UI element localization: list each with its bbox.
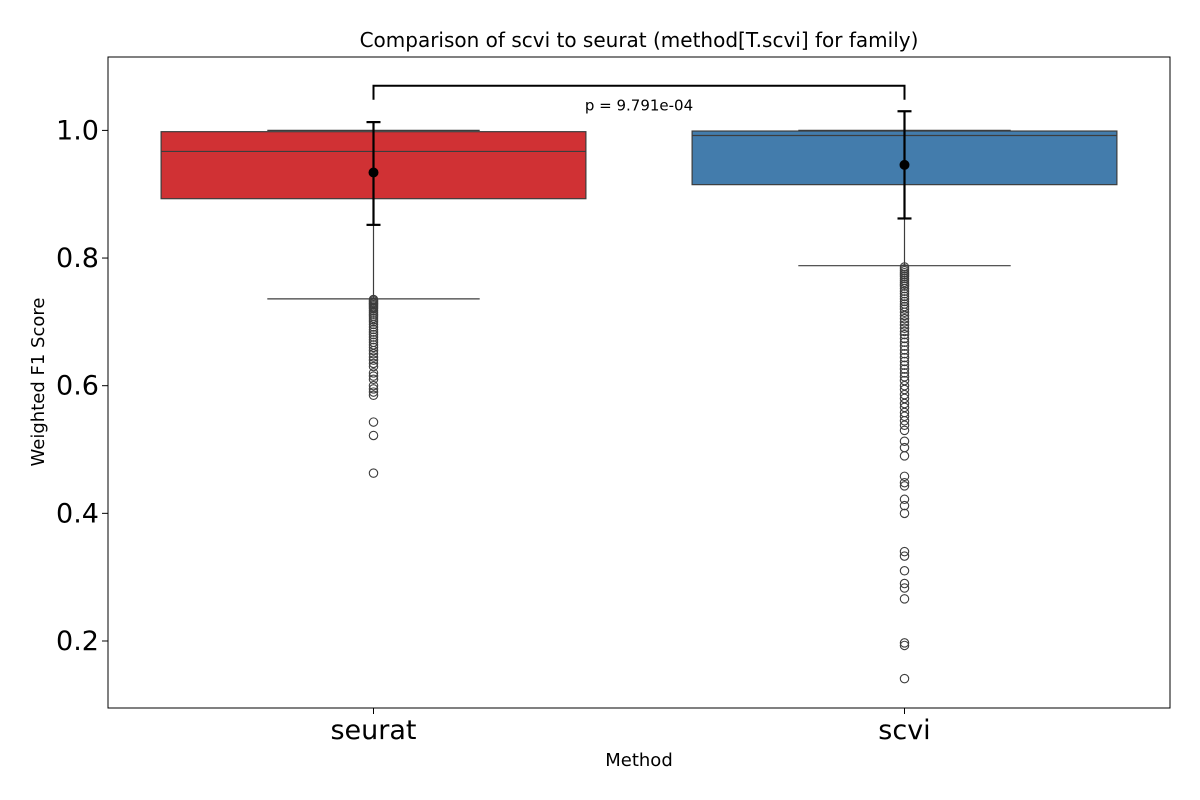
outlier-point [899,281,910,291]
outlier-point [368,387,379,397]
outlier-point [899,291,910,302]
outlier-point [899,294,910,304]
mean-point [368,167,379,178]
outlier-point [899,317,910,327]
outlier-point [899,313,910,324]
outlier-point [899,320,910,330]
outlier-point [899,551,910,561]
y-tick-label: 0.6 [56,371,99,402]
outlier-point [899,436,910,446]
outlier-point [899,673,910,684]
x-tick-label: seurat [330,715,416,746]
outlier-point [368,322,379,332]
outlier-point [899,640,910,651]
outlier-point [368,361,379,372]
outlier-point [899,356,910,367]
outlier-point [899,296,910,307]
chart-title: Comparison of scvi to seurat (method[T.s… [360,28,919,52]
outlier-point [368,358,379,369]
y-axis-label: Weighted F1 Score [28,298,49,467]
outlier-point [368,390,379,401]
outlier-point [368,468,379,478]
outlier-point [899,364,910,374]
outlier-point [899,310,910,321]
outlier-point [368,417,379,427]
outlier-point [899,578,910,589]
outlier-point [368,368,379,378]
outlier-point [368,352,379,362]
outlier-point [899,420,910,431]
y-tick-label: 0.8 [56,243,99,274]
plot-area [160,110,1118,684]
outlier-point [899,494,910,505]
outlier-point [368,355,379,365]
outlier-point [899,333,910,344]
outlier-point [899,337,910,348]
x-axis-label: Method [605,750,673,771]
mean-point [899,159,910,170]
x-axis: seurat scvi [330,708,931,746]
outlier-point [899,323,910,333]
outlier-point [899,304,910,314]
outlier-point [368,374,379,385]
outlier-point [368,327,379,337]
box-scvi [691,110,1118,684]
outlier-point [899,345,910,355]
outlier-point [899,349,910,359]
outlier-point [368,317,379,327]
outlier-point [899,352,910,363]
outlier-point [368,345,379,356]
outlier-point [899,594,910,604]
x-tick-label: scvi [878,715,930,746]
outlier-point [368,349,379,359]
outlier-point [368,380,379,391]
outlier-point [368,324,379,335]
outlier-point [899,286,910,296]
outlier-point [899,500,910,511]
outlier-point [899,471,910,482]
outlier-point [899,477,910,488]
outlier-point [899,283,910,294]
outlier-point [899,442,910,453]
outlier-point [899,583,910,593]
outlier-point [899,289,910,299]
outlier-point [899,341,910,351]
y-tick-label: 0.2 [56,626,99,657]
outlier-point [899,638,910,648]
outlier-point [368,384,379,394]
box-seurat [160,120,587,478]
outlier-point [368,319,379,330]
p-value-label: p = 9.791e-04 [585,97,693,115]
outlier-point [899,326,910,337]
y-axis: 0.2 0.4 0.6 0.8 1.0 [56,115,108,657]
outlier-point [899,360,910,371]
outlier-point [368,332,379,342]
outlier-point [899,451,910,461]
outlier-point [368,342,379,353]
outlier-point [899,508,910,519]
plot-frame [107,56,1171,709]
outlier-point [899,368,910,378]
outlier-point [899,416,910,426]
outlier-point [368,334,379,345]
outlier-point [899,329,910,340]
outlier-point [899,566,910,576]
outlier-point [899,546,910,557]
outlier-point [899,481,910,491]
outlier-point [368,430,379,441]
outlier-point [368,329,379,340]
significance-annotation: p = 9.791e-04 [372,84,906,115]
outlier-point [368,371,379,381]
significance-bracket [372,84,906,100]
y-tick-label: 1.0 [56,115,99,146]
y-tick-label: 0.4 [56,498,99,529]
outlier-point [899,307,910,318]
outlier-point [899,425,910,436]
